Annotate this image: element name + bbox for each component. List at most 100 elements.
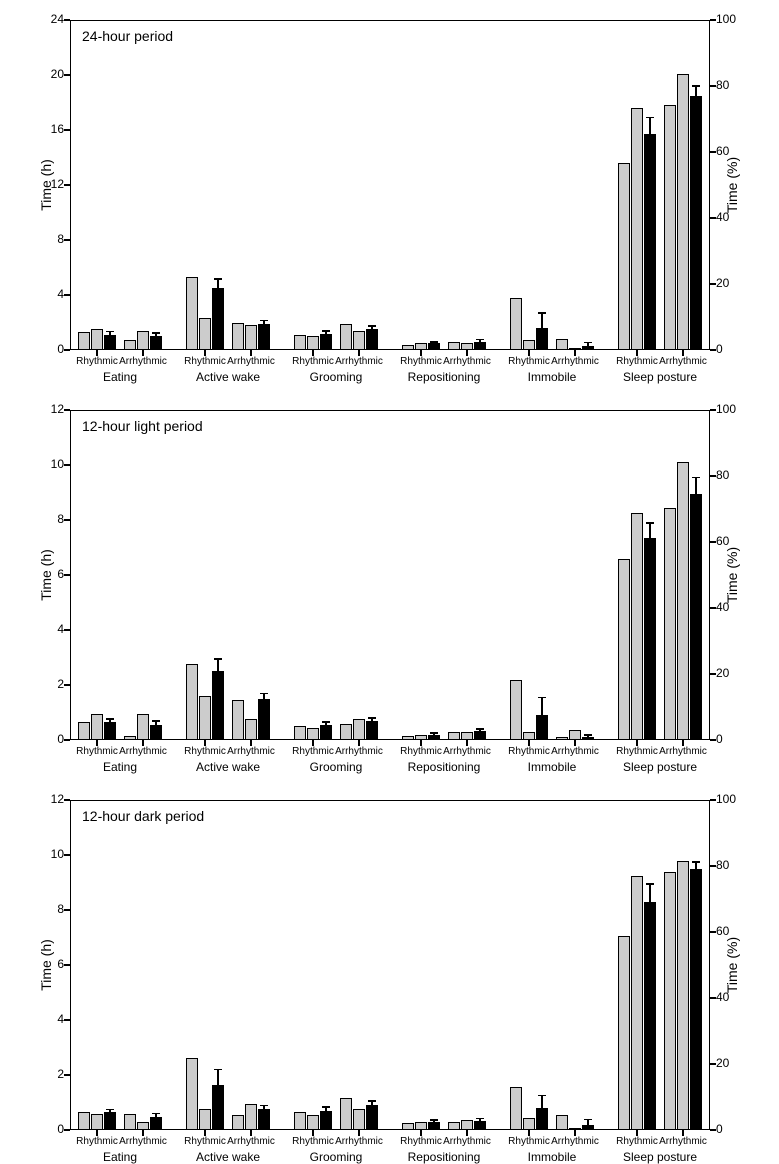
subgroup-label: Arrhythmic — [545, 1136, 605, 1147]
bar — [199, 318, 211, 350]
bar — [78, 332, 90, 350]
error-bar — [217, 279, 219, 288]
bar — [510, 680, 522, 741]
ytick-right: 40 — [716, 990, 746, 1004]
bar — [124, 340, 136, 350]
bar — [232, 1115, 244, 1130]
error-bar — [649, 523, 651, 538]
bar — [474, 731, 486, 740]
bar — [690, 869, 702, 1130]
category-label: Repositioning — [394, 1150, 494, 1164]
ytick-right: 20 — [716, 666, 746, 680]
error-bar — [263, 693, 265, 699]
bar — [307, 1115, 319, 1130]
bar — [258, 1109, 270, 1130]
bar — [510, 298, 522, 350]
bar — [124, 1114, 136, 1130]
y-axis-right-label: Time (%) — [724, 547, 740, 603]
error-cap — [322, 1106, 330, 1108]
ytick-left: 6 — [34, 567, 64, 581]
bar — [448, 732, 460, 740]
bar — [366, 329, 378, 350]
error-cap — [646, 117, 654, 119]
ytick-left: 8 — [34, 232, 64, 246]
ytick-left: 20 — [34, 67, 64, 81]
subgroup-label: Arrhythmic — [437, 746, 497, 757]
bar — [307, 728, 319, 740]
error-bar — [649, 118, 651, 135]
bar — [523, 340, 535, 350]
error-bar — [541, 313, 543, 328]
bar — [150, 336, 162, 350]
category-label: Sleep posture — [610, 760, 710, 774]
subgroup-label: Arrhythmic — [437, 1136, 497, 1147]
category-label: Eating — [70, 760, 170, 774]
bar — [536, 1108, 548, 1130]
ytick-mark-right — [710, 997, 716, 999]
bar — [245, 719, 257, 740]
bar — [91, 329, 103, 350]
category-label: Grooming — [286, 1150, 386, 1164]
ytick-mark-right — [710, 865, 716, 867]
error-cap — [476, 728, 484, 730]
bar — [104, 1112, 116, 1130]
error-cap — [538, 697, 546, 699]
bar — [340, 324, 352, 350]
error-cap — [430, 341, 438, 343]
bar — [523, 1118, 535, 1130]
ytick-right: 60 — [716, 144, 746, 158]
chart-panel: 12-hour light periodTime (h)Time (%)0246… — [70, 410, 710, 740]
ytick-mark-right — [710, 85, 716, 87]
subgroup-label: Arrhythmic — [113, 1136, 173, 1147]
bar — [631, 108, 643, 350]
bar — [353, 1109, 365, 1130]
error-cap — [584, 734, 592, 736]
bar — [448, 1122, 460, 1130]
error-cap — [430, 1119, 438, 1121]
error-bar — [541, 1096, 543, 1108]
bar — [690, 494, 702, 740]
bar — [461, 732, 473, 740]
category-label: Immobile — [502, 1150, 602, 1164]
bar — [78, 1112, 90, 1130]
bar — [245, 325, 257, 350]
subgroup-label: Arrhythmic — [221, 1136, 281, 1147]
figure-root: 24-hour periodTime (h)Time (%)0481216202… — [0, 0, 779, 1156]
error-cap — [538, 1095, 546, 1097]
error-cap — [538, 312, 546, 314]
ytick-left: 0 — [34, 1122, 64, 1136]
plot-area — [70, 800, 710, 1130]
bar — [340, 1098, 352, 1130]
error-bar — [649, 884, 651, 902]
ytick-right: 0 — [716, 342, 746, 356]
ytick-right: 20 — [716, 1056, 746, 1070]
bar — [644, 902, 656, 1130]
category-label: Eating — [70, 1150, 170, 1164]
chart-panel: 12-hour dark periodTime (h)Time (%)02468… — [70, 800, 710, 1130]
error-cap — [260, 1105, 268, 1107]
bar — [664, 105, 676, 350]
error-bar — [695, 86, 697, 96]
bar — [644, 134, 656, 350]
bar — [428, 343, 440, 350]
ytick-left: 4 — [34, 287, 64, 301]
ytick-right: 40 — [716, 210, 746, 224]
error-cap — [106, 718, 114, 720]
error-cap — [368, 1100, 376, 1102]
ytick-mark-right — [710, 475, 716, 477]
ytick-right: 80 — [716, 858, 746, 872]
bar — [415, 343, 427, 350]
ytick-left: 12 — [34, 402, 64, 416]
error-cap — [584, 342, 592, 344]
error-cap — [584, 1119, 592, 1121]
subgroup-label: Arrhythmic — [329, 356, 389, 367]
category-label: Repositioning — [394, 760, 494, 774]
error-cap — [368, 325, 376, 327]
error-bar — [695, 862, 697, 869]
bar — [618, 163, 630, 350]
error-cap — [476, 339, 484, 341]
category-label: Sleep posture — [610, 370, 710, 384]
category-label: Active wake — [178, 1150, 278, 1164]
bar — [199, 1109, 211, 1130]
error-cap — [260, 693, 268, 695]
